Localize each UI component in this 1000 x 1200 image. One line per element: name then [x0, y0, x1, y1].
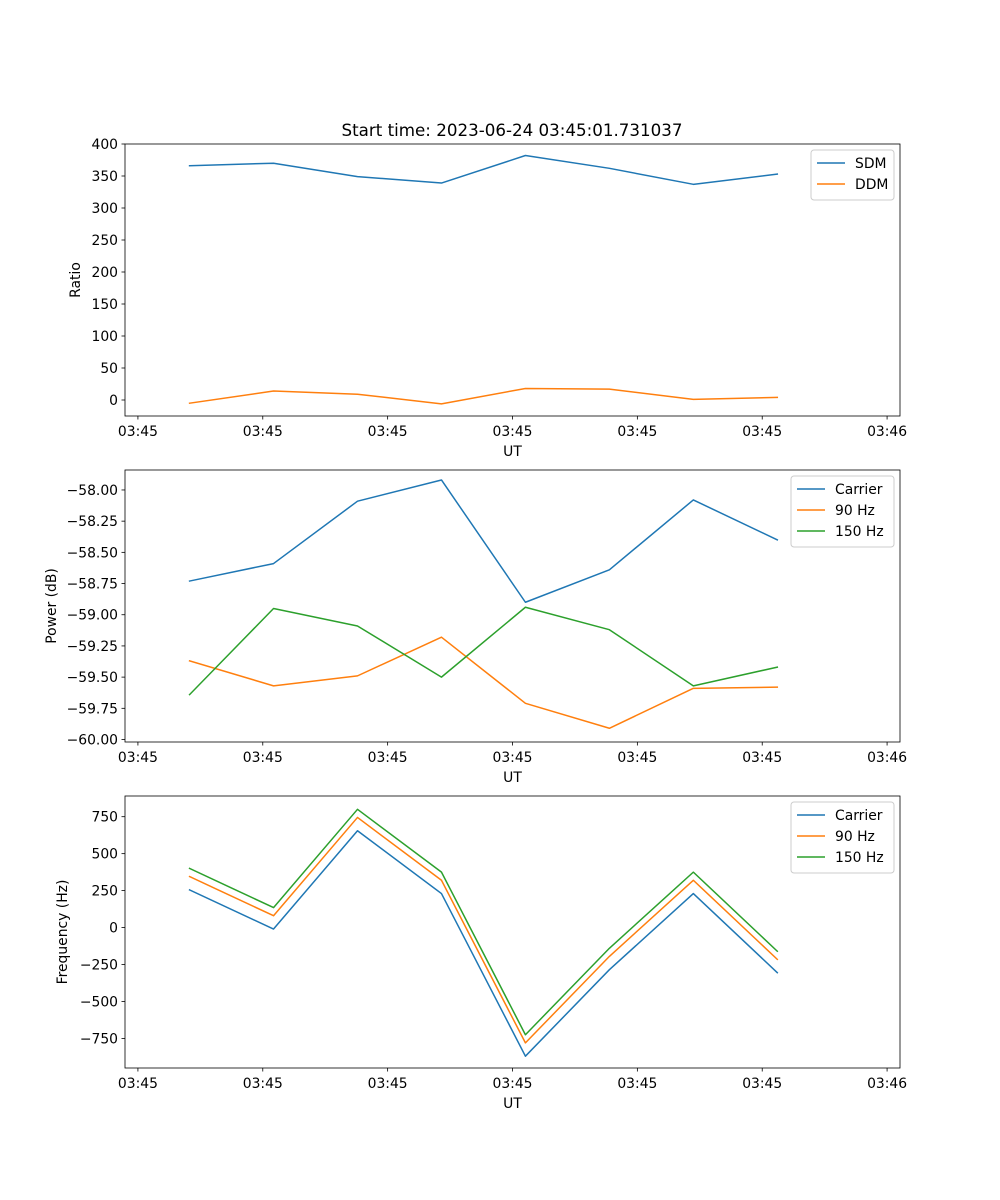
x-tick-label: 03:45	[742, 1076, 782, 1092]
legend: Carrier 90 Hz 150 Hz	[790, 801, 895, 874]
x-tick-label: 03:45	[118, 750, 158, 766]
x-tick-label: 03:45	[617, 750, 657, 766]
y-tick-label: 300	[91, 201, 118, 217]
legend-label: Carrier	[835, 808, 883, 824]
x-tick-label: 03:45	[492, 424, 532, 440]
y-tick-label: −59.00	[67, 608, 118, 624]
series-line-150-hz	[188, 808, 779, 1036]
legend-frame	[790, 475, 895, 548]
y-tick-label: −250	[80, 958, 118, 974]
x-tick-label: 03:45	[492, 750, 532, 766]
y-tick-label: 100	[91, 329, 118, 345]
y-tick-label: −58.50	[67, 545, 118, 561]
x-tick-label: 03:45	[368, 424, 408, 440]
x-tick-label: 03:45	[742, 750, 782, 766]
series-line-sdm	[188, 154, 779, 186]
axes-frame	[124, 469, 901, 743]
legend: Carrier 90 Hz 150 Hz	[790, 475, 895, 548]
legend-label: 90 Hz	[835, 503, 875, 519]
legend-frame	[790, 801, 895, 874]
y-tick-label: 0	[109, 393, 118, 409]
panel-frequency: 03:45 03:45 03:45 03:45 03:45 03:45 03:46 −750 −…	[55, 795, 907, 1112]
x-tick-label: 03:45	[368, 750, 408, 766]
legend-label: Carrier	[835, 482, 883, 498]
x-tick-label: 03:45	[492, 1076, 532, 1092]
x-tick-label: 03:45	[243, 424, 283, 440]
y-tick-label: 350	[91, 169, 118, 185]
y-axis-label: Ratio	[68, 262, 84, 298]
y-tick-label: 750	[91, 810, 118, 826]
x-tick-label: 03:45	[118, 424, 158, 440]
series-line-150-hz	[188, 606, 779, 696]
legend: SDM DDM	[810, 149, 895, 201]
legend-label: 150 Hz	[835, 850, 884, 866]
series-line-90-hz	[188, 636, 779, 730]
y-tick-label: −58.75	[67, 577, 118, 593]
x-tick-label: 03:45	[368, 1076, 408, 1092]
y-tick-label: 250	[91, 884, 118, 900]
y-axis-label: Frequency (Hz)	[55, 880, 71, 985]
y-tick-label: 150	[91, 297, 118, 313]
panel-power: 03:45 03:45 03:45 03:45 03:45 03:45 03:46 −60.0…	[44, 469, 907, 786]
x-tick-label: 03:46	[867, 1076, 907, 1092]
axes-frame	[124, 795, 901, 1069]
axes-frame	[124, 143, 901, 417]
series-line-carrier	[188, 479, 779, 604]
legend-label: DDM	[855, 177, 888, 193]
x-tick-label: 03:46	[867, 424, 907, 440]
x-tick-label: 03:45	[742, 424, 782, 440]
y-tick-label: 400	[91, 137, 118, 153]
x-tick-label: 03:45	[617, 424, 657, 440]
y-tick-label: 0	[109, 921, 118, 937]
legend-label: 150 Hz	[835, 524, 884, 540]
y-tick-label: 200	[91, 265, 118, 281]
y-tick-label: 250	[91, 233, 118, 249]
x-tick-label: 03:45	[243, 1076, 283, 1092]
x-tick-label: 03:45	[243, 750, 283, 766]
y-tick-label: −59.50	[67, 670, 118, 686]
series-line-90-hz	[188, 816, 779, 1044]
x-tick-label: 03:45	[118, 1076, 158, 1092]
y-tick-label: −58.00	[67, 483, 118, 499]
y-axis-label: Power (dB)	[44, 568, 60, 644]
y-tick-label: −750	[80, 1031, 118, 1047]
y-tick-label: −58.25	[67, 514, 118, 530]
y-tick-label: −59.25	[67, 639, 118, 655]
panel-ratio: 03:45 03:45 03:45 03:45 03:45 03:45 03:46 0 50 10…	[68, 137, 907, 460]
y-tick-label: −500	[80, 994, 118, 1010]
x-axis-label: UT	[503, 1096, 522, 1112]
series-line-ddm	[188, 387, 779, 405]
x-tick-label: 03:45	[617, 1076, 657, 1092]
y-tick-label: 50	[100, 361, 118, 377]
x-axis-label: UT	[503, 770, 522, 786]
figure-title: Start time: 2023-06-24 03:45:01.731037	[342, 120, 683, 140]
legend-label: SDM	[855, 156, 887, 172]
y-tick-label: 500	[91, 847, 118, 863]
y-tick-label: −60.00	[67, 733, 118, 749]
legend-label: 90 Hz	[835, 829, 875, 845]
x-tick-label: 03:46	[867, 750, 907, 766]
x-axis-label: UT	[503, 444, 522, 460]
y-tick-label: −59.75	[67, 701, 118, 717]
series-line-carrier	[188, 829, 779, 1057]
